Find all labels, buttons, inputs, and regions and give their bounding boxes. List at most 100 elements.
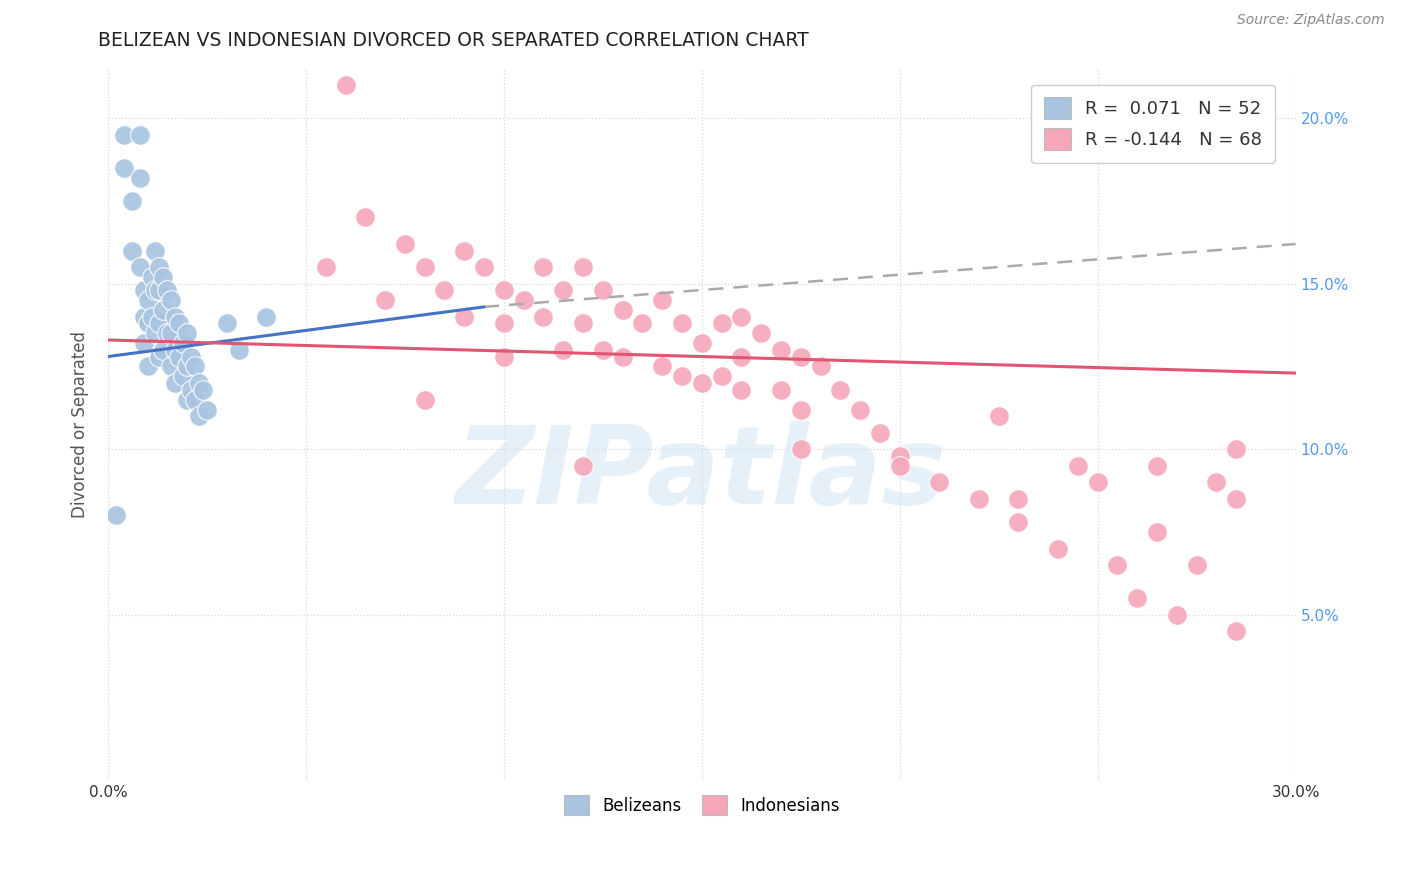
Point: [394, 237, 416, 252]
Point: [132, 336, 155, 351]
Point: [160, 293, 183, 308]
Point: [172, 369, 194, 384]
Point: [1146, 524, 1168, 539]
Point: [730, 350, 752, 364]
Point: [145, 326, 167, 341]
Point: [730, 383, 752, 397]
Point: [987, 409, 1010, 424]
Point: [413, 260, 436, 275]
Text: Source: ZipAtlas.com: Source: ZipAtlas.com: [1237, 13, 1385, 28]
Point: [749, 326, 772, 341]
Point: [849, 402, 872, 417]
Point: [1107, 558, 1129, 573]
Point: [671, 317, 693, 331]
Y-axis label: Divorced or Separated: Divorced or Separated: [72, 331, 89, 518]
Point: [572, 317, 595, 331]
Point: [790, 402, 813, 417]
Point: [188, 409, 211, 424]
Point: [136, 359, 159, 374]
Point: [1067, 458, 1090, 473]
Point: [592, 343, 614, 357]
Point: [167, 317, 190, 331]
Point: [790, 350, 813, 364]
Point: [1087, 475, 1109, 490]
Point: [180, 350, 202, 364]
Point: [1185, 558, 1208, 573]
Point: [195, 402, 218, 417]
Point: [141, 270, 163, 285]
Point: [612, 350, 634, 364]
Point: [810, 359, 832, 374]
Point: [690, 336, 713, 351]
Point: [671, 369, 693, 384]
Point: [572, 458, 595, 473]
Point: [184, 359, 207, 374]
Point: [128, 170, 150, 185]
Point: [121, 194, 143, 208]
Point: [156, 283, 179, 297]
Point: [148, 260, 170, 275]
Point: [148, 317, 170, 331]
Point: [1225, 491, 1247, 506]
Point: [184, 392, 207, 407]
Point: [191, 383, 214, 397]
Point: [132, 283, 155, 297]
Point: [869, 425, 891, 440]
Point: [413, 392, 436, 407]
Point: [769, 383, 792, 397]
Legend: Belizeans, Indonesians: Belizeans, Indonesians: [554, 785, 849, 825]
Point: [1146, 458, 1168, 473]
Point: [132, 310, 155, 324]
Point: [1047, 541, 1070, 556]
Point: [165, 376, 187, 390]
Point: [553, 283, 575, 297]
Point: [572, 260, 595, 275]
Point: [176, 392, 198, 407]
Point: [690, 376, 713, 390]
Point: [790, 442, 813, 457]
Point: [631, 317, 654, 331]
Point: [928, 475, 950, 490]
Point: [165, 343, 187, 357]
Point: [152, 343, 174, 357]
Point: [136, 317, 159, 331]
Point: [1007, 491, 1029, 506]
Point: [335, 78, 357, 92]
Point: [1225, 624, 1247, 639]
Point: [492, 283, 515, 297]
Point: [533, 260, 555, 275]
Point: [112, 128, 135, 142]
Point: [176, 359, 198, 374]
Point: [180, 383, 202, 397]
Point: [433, 283, 456, 297]
Point: [121, 244, 143, 258]
Point: [492, 317, 515, 331]
Point: [148, 350, 170, 364]
Point: [472, 260, 495, 275]
Point: [710, 317, 733, 331]
Point: [592, 283, 614, 297]
Point: [156, 326, 179, 341]
Point: [830, 383, 852, 397]
Point: [215, 317, 238, 331]
Point: [136, 293, 159, 308]
Point: [188, 376, 211, 390]
Point: [1126, 591, 1149, 606]
Point: [1205, 475, 1227, 490]
Point: [354, 211, 377, 225]
Point: [104, 508, 127, 523]
Text: BELIZEAN VS INDONESIAN DIVORCED OR SEPARATED CORRELATION CHART: BELIZEAN VS INDONESIAN DIVORCED OR SEPAR…: [98, 31, 810, 50]
Point: [769, 343, 792, 357]
Point: [453, 244, 475, 258]
Point: [651, 293, 673, 308]
Text: ZIPatlas: ZIPatlas: [456, 421, 948, 527]
Point: [148, 283, 170, 297]
Point: [165, 310, 187, 324]
Point: [145, 244, 167, 258]
Point: [1007, 515, 1029, 529]
Point: [1166, 607, 1188, 622]
Point: [160, 359, 183, 374]
Point: [967, 491, 990, 506]
Point: [145, 283, 167, 297]
Point: [533, 310, 555, 324]
